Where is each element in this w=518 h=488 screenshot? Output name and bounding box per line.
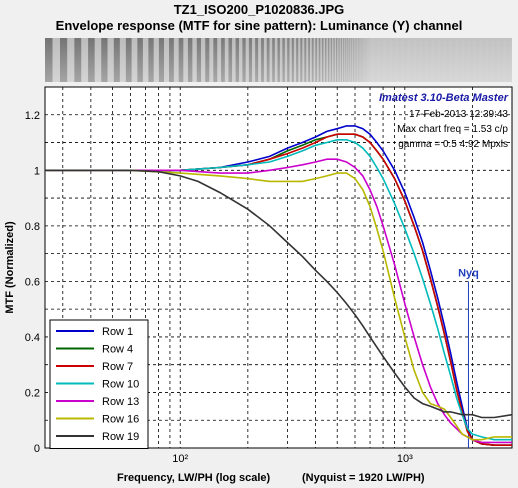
y-tick-label: 0.4: [25, 332, 40, 344]
y-axis-label: MTF (Normalized): [4, 221, 16, 314]
legend-label: Row 4: [102, 344, 133, 356]
x-axis-nyquist-note: (Nyquist = 1920 LW/PH): [302, 472, 425, 484]
legend-label: Row 10: [102, 379, 139, 391]
series-line-row-19: [45, 169, 513, 419]
chart-subtitle: Envelope response (MTF for sine pattern)…: [55, 18, 463, 33]
legend-label: Row 1: [102, 326, 133, 338]
y-tick-label: 0.6: [25, 276, 40, 288]
series-lines: [45, 125, 513, 446]
y-tick-label: 1.2: [25, 110, 40, 122]
y-tick-label: 0.8: [25, 221, 40, 233]
legend: Row 1 Row 4 Row 7 Row 10 Row 13 Row 16 Row 19: [49, 319, 149, 449]
chart-title: TZ1_ISO200_P1020836.JPG: [173, 2, 345, 17]
x-axis-label: Frequency, LW/PH (log scale): [117, 472, 271, 484]
y-tick-label: 0.2: [25, 387, 40, 399]
legend-label: Row 16: [102, 414, 139, 426]
annotation-max-freq: Max chart freq = 1.53 c/p: [397, 124, 508, 135]
legend-label: Row 7: [102, 361, 133, 373]
series-line-row-16: [45, 169, 512, 441]
series-line-row-1: [45, 125, 512, 446]
series-line-row-13: [45, 158, 512, 444]
series-line-row-7: [45, 133, 512, 446]
legend-label: Row 13: [102, 396, 139, 408]
annotation-version: Imatest 3.10-Beta Master: [379, 92, 509, 104]
annotation-date: 17-Feb-2013 12:39:43: [409, 109, 508, 120]
legend-label: Row 19: [102, 431, 139, 443]
y-tick-label: 0: [34, 443, 40, 455]
y-tick-label: 1: [34, 165, 40, 177]
x-tick-label: 10²: [172, 453, 188, 465]
x-tick-label: 10³: [397, 453, 413, 465]
series-line-row-10: [45, 139, 512, 441]
annotation-gamma: gamma = 0.5 4.92 Mpxls: [398, 139, 508, 150]
nyquist-label: Nyq: [458, 267, 479, 279]
